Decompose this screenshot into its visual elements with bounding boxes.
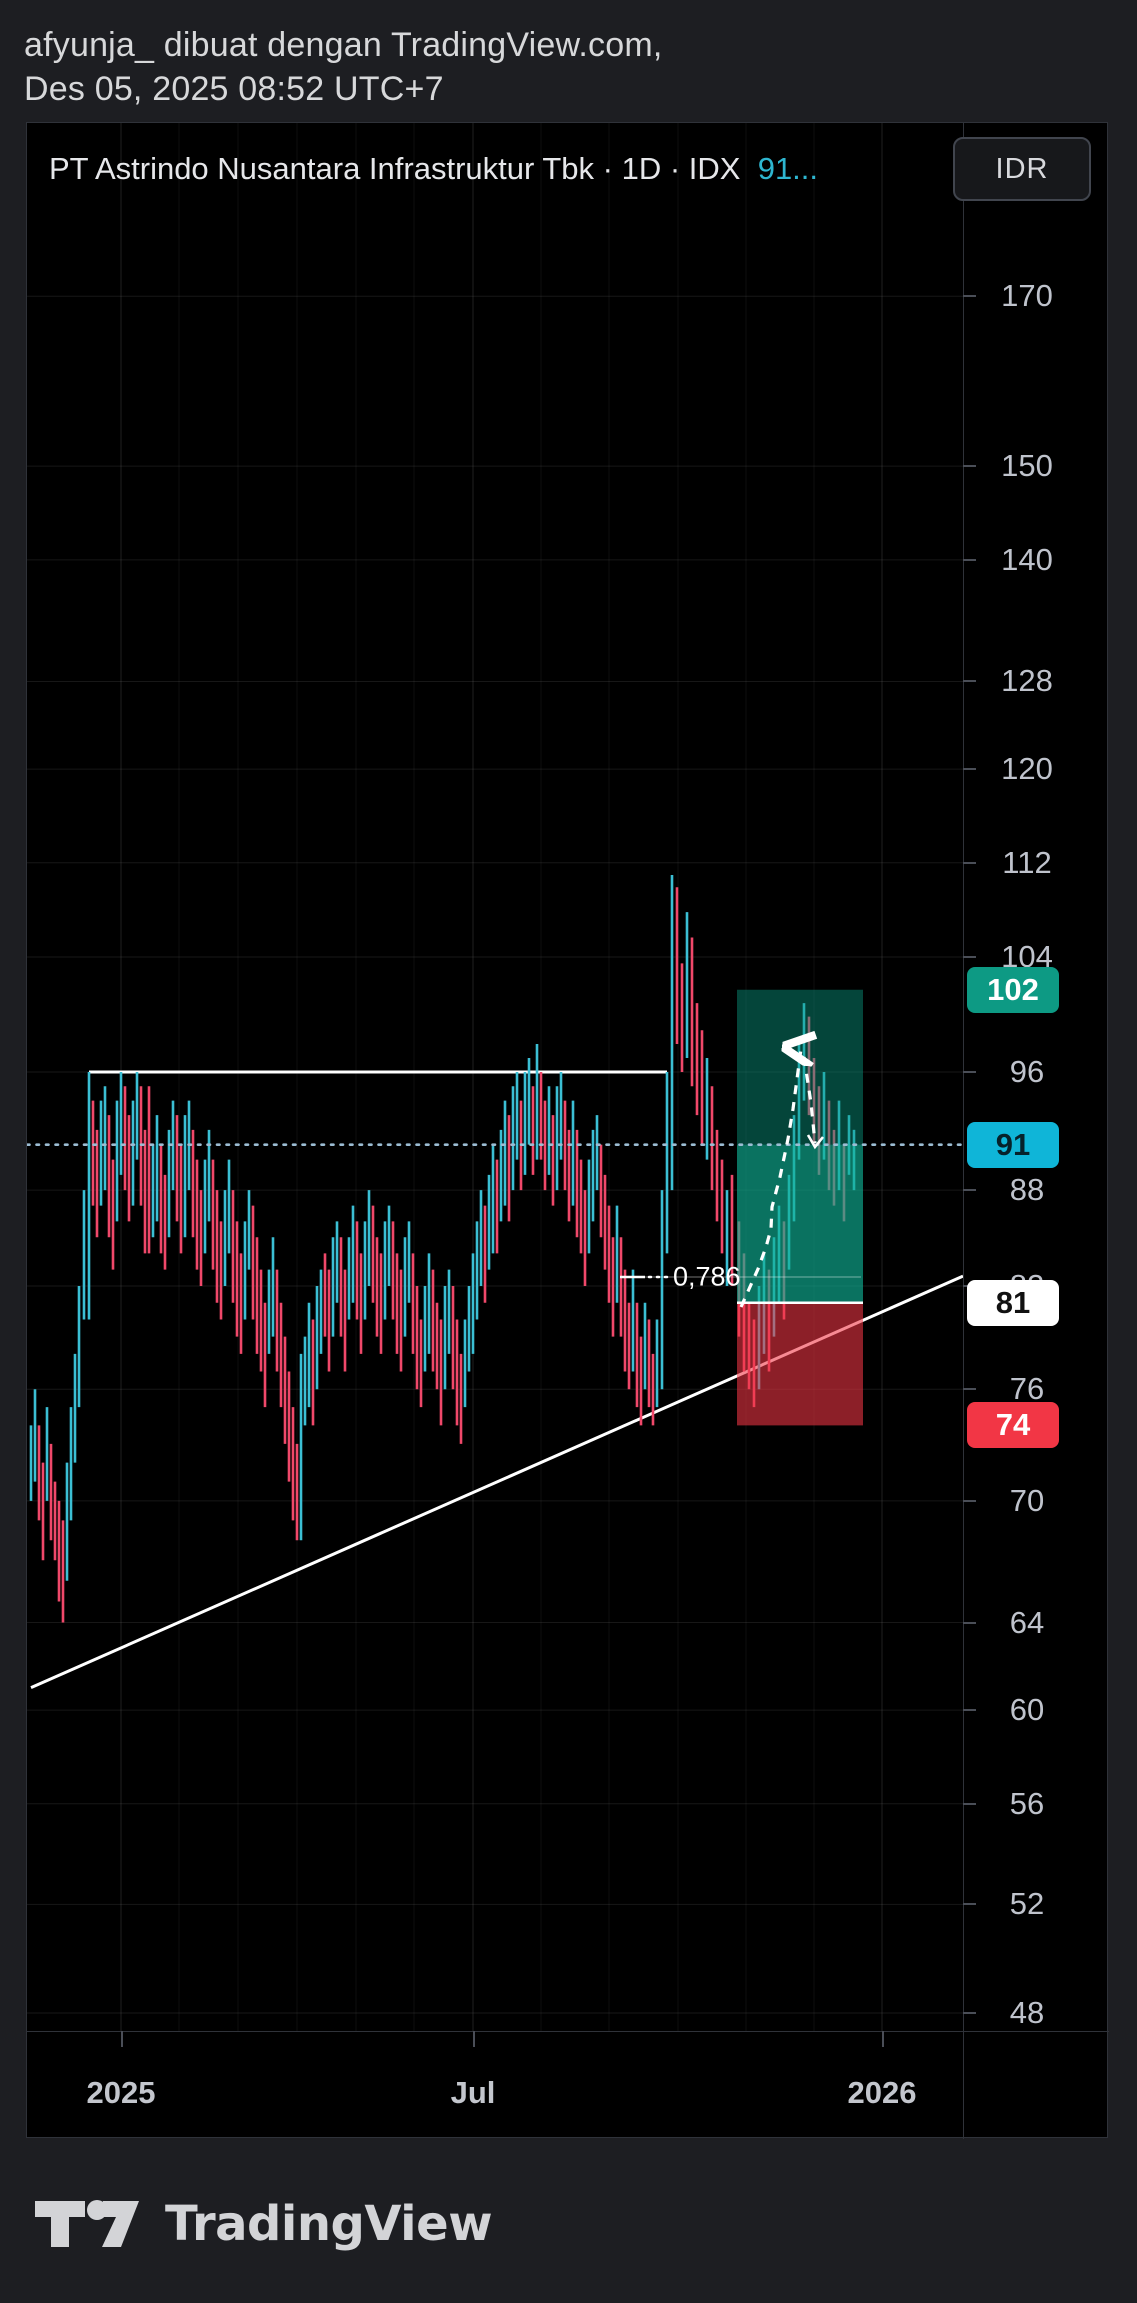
attribution-line-2: Des 05, 2025 08:52 UTC+7 bbox=[24, 70, 444, 108]
tradingview-footer: TradingView bbox=[33, 2196, 493, 2252]
price-tick-label: 52 bbox=[1009, 1886, 1045, 1922]
price-tick-label: 64 bbox=[1009, 1604, 1045, 1640]
price-tick-mark bbox=[963, 1388, 976, 1391]
price-tick-label: 70 bbox=[1009, 1482, 1045, 1518]
price-tick-mark bbox=[963, 2012, 976, 2015]
price-tick-mark bbox=[963, 1071, 976, 1074]
price-tick-label: 96 bbox=[1009, 1054, 1045, 1090]
time-axis-label: 2025 bbox=[86, 2075, 156, 2110]
time-axis-label: 2026 bbox=[847, 2075, 917, 2110]
price-tick-mark bbox=[963, 1621, 976, 1624]
attribution-line-1: afyunja_ dibuat dengan TradingView.com, bbox=[24, 26, 663, 64]
price-tick-label: 112 bbox=[1002, 844, 1052, 880]
horizontal-gridlines bbox=[27, 295, 963, 2014]
price-tick-label: 150 bbox=[1001, 448, 1053, 484]
price-tick-label: 88 bbox=[1009, 1172, 1045, 1208]
price-tick-mark bbox=[963, 295, 976, 298]
price-tick-mark bbox=[963, 861, 976, 864]
price-tick-mark bbox=[963, 1189, 976, 1192]
tradingview-logo-icon bbox=[35, 2200, 139, 2247]
time-tick-mark bbox=[882, 2031, 884, 2047]
currency-toggle-button[interactable]: IDR bbox=[953, 137, 1091, 201]
price-tick-mark bbox=[963, 768, 976, 771]
price-tick-label: 170 bbox=[1001, 278, 1053, 314]
price-tick-label: 76 bbox=[1009, 1371, 1045, 1407]
time-axis-separator bbox=[27, 2031, 1109, 2032]
price-badge-entry: 81 bbox=[967, 1279, 1059, 1326]
price-tick-label: 60 bbox=[1009, 1692, 1045, 1728]
price-tick-mark bbox=[963, 1802, 976, 1805]
tradingview-logo-text: TradingView bbox=[165, 2196, 493, 2252]
price-badge-stop: 74 bbox=[967, 1402, 1059, 1449]
price-teaser: 91... bbox=[757, 151, 819, 186]
price-tick-mark bbox=[963, 680, 976, 683]
chart-legend-title[interactable]: PT Astrindo Nusantara Infrastruktur Tbk … bbox=[49, 151, 818, 187]
candlestick-series bbox=[29, 874, 856, 1623]
price-tick-label: 120 bbox=[1001, 751, 1053, 787]
dashed-arrow-annotations[interactable] bbox=[739, 1049, 825, 1308]
price-badge-current: 91 bbox=[967, 1121, 1059, 1168]
chart-canvas[interactable] bbox=[27, 123, 1107, 2137]
price-tick-label: 140 bbox=[1001, 541, 1053, 577]
time-tick-mark bbox=[121, 2031, 123, 2047]
price-tick-mark bbox=[963, 1903, 976, 1906]
price-tick-label: 56 bbox=[1009, 1785, 1045, 1821]
price-tick-label: 48 bbox=[1009, 1995, 1045, 2031]
price-tick-mark bbox=[963, 1709, 976, 1712]
price-tick-mark bbox=[963, 465, 976, 468]
price-tick-label: 128 bbox=[1001, 663, 1053, 699]
time-axis-label: Jul bbox=[450, 2075, 496, 2110]
fib-level-label: 0,786 bbox=[673, 1261, 741, 1292]
price-badge-target: 102 bbox=[967, 966, 1059, 1013]
price-tick-mark bbox=[963, 1499, 976, 1502]
time-tick-mark bbox=[473, 2031, 475, 2047]
symbol-title: PT Astrindo Nusantara Infrastruktur Tbk … bbox=[49, 151, 741, 186]
price-axis-separator bbox=[963, 123, 964, 2139]
price-tick-mark bbox=[963, 558, 976, 561]
chart-panel: PT Astrindo Nusantara Infrastruktur Tbk … bbox=[26, 122, 1109, 2139]
price-tick-mark bbox=[963, 956, 976, 958]
